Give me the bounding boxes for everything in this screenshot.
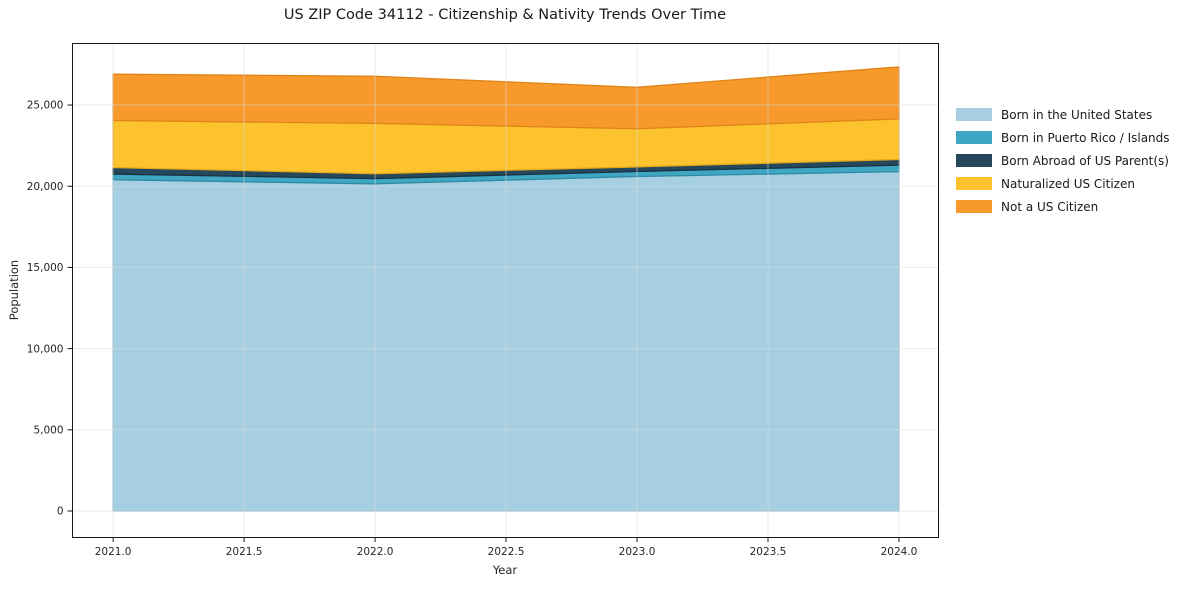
legend-swatch: [956, 200, 992, 213]
legend-label: Born Abroad of US Parent(s): [1001, 153, 1169, 168]
y-tick-label: 25,000: [27, 100, 64, 112]
legend-swatch: [956, 131, 992, 144]
x-tick-label: 2022.0: [357, 546, 394, 558]
legend-label: Born in Puerto Rico / Islands: [1001, 130, 1170, 145]
legend-label: Naturalized US Citizen: [1001, 176, 1135, 191]
y-tick-label: 10,000: [27, 343, 64, 355]
y-axis-label: Population: [7, 259, 21, 321]
legend-swatch: [956, 108, 992, 121]
x-axis-label: Year: [492, 563, 518, 577]
legend: Born in the United States Born in Puerto …: [956, 103, 1170, 218]
legend-swatch: [956, 177, 992, 190]
y-tick-label: 0: [57, 506, 64, 518]
y-tick-label: 15,000: [27, 262, 64, 274]
plot-frame: [72, 43, 939, 538]
legend-item: Not a US Citizen: [956, 195, 1170, 218]
y-tick-label: 20,000: [27, 181, 64, 193]
chart-title: US ZIP Code 34112 - Citizenship & Nativi…: [283, 7, 727, 23]
legend-label: Not a US Citizen: [1001, 199, 1099, 214]
legend-swatch: [956, 154, 992, 167]
x-tick-label: 2023.5: [750, 546, 787, 558]
legend-item: Born Abroad of US Parent(s): [956, 149, 1170, 172]
legend-item: Born in the United States: [956, 103, 1170, 126]
x-tick-label: 2021.5: [226, 546, 263, 558]
legend-item: Born in Puerto Rico / Islands: [956, 126, 1170, 149]
x-tick-label: 2024.0: [881, 546, 918, 558]
x-tick-label: 2021.0: [95, 546, 132, 558]
legend-label: Born in the United States: [1001, 107, 1153, 122]
x-tick-label: 2023.0: [619, 546, 656, 558]
y-tick-label: 5,000: [33, 425, 63, 437]
x-tick-label: 2022.5: [488, 546, 525, 558]
legend-item: Naturalized US Citizen: [956, 172, 1170, 195]
